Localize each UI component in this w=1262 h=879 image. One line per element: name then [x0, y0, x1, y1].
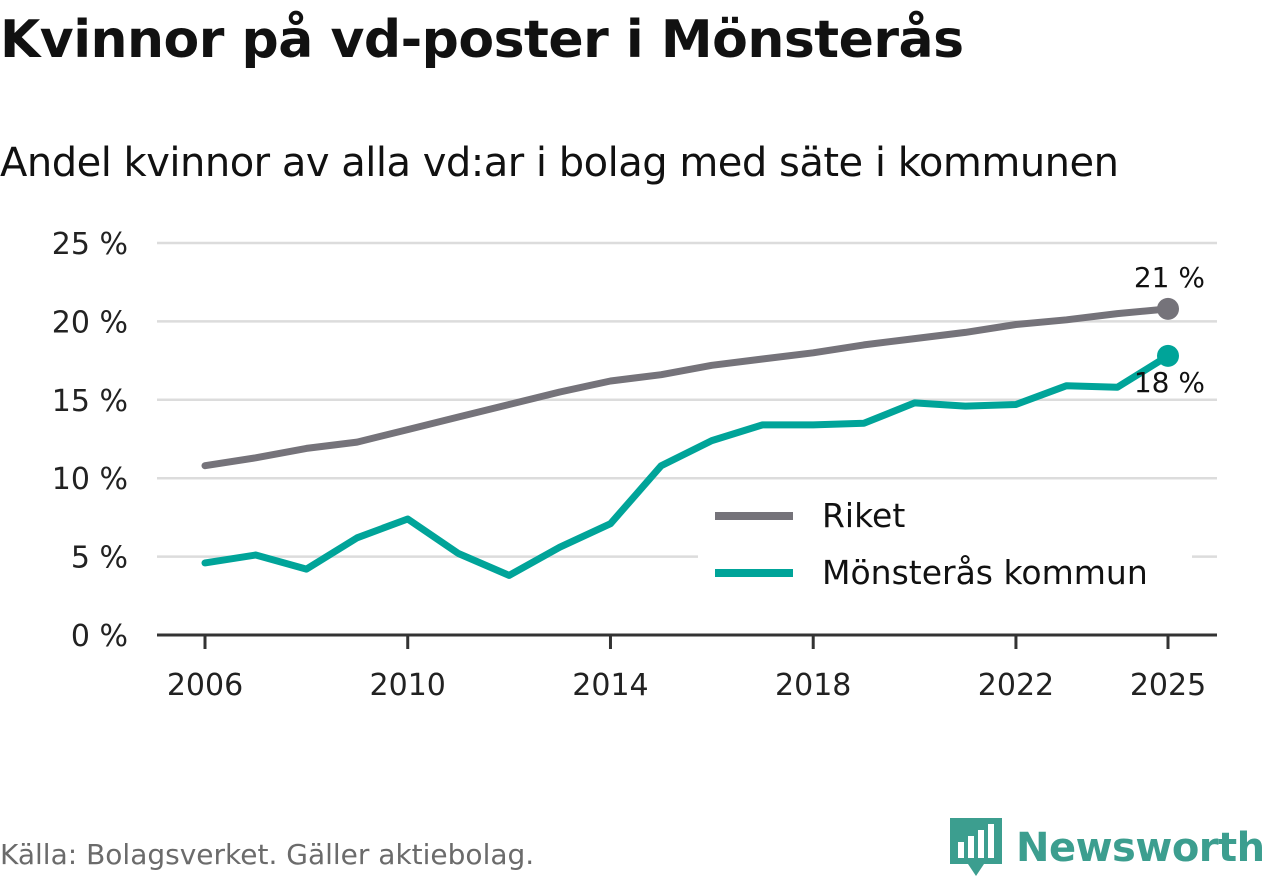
y-tick-label: 5 %: [71, 541, 128, 576]
end-labels: 21 % 18 %: [1134, 261, 1205, 399]
x-axis-ticks: 2006 2010 2014 2018 2022 2025: [167, 635, 1206, 703]
legend-label: Mönsterås kommun: [822, 553, 1148, 592]
y-axis-ticks: 0 % 5 % 10 % 15 % 20 % 25 %: [52, 227, 128, 654]
series-line: [201, 305, 1172, 470]
y-tick-label: 10 %: [52, 462, 128, 497]
end-value-label: 18 %: [1134, 366, 1205, 399]
y-tick-label: 20 %: [52, 305, 128, 340]
source-note: Källa: Bolagsverket. Gäller aktiebolag.: [0, 838, 535, 871]
chart-title: Kvinnor på vd-poster i Mönsterås: [0, 10, 964, 70]
x-tick-label: 2018: [775, 668, 851, 703]
legend-label: Riket: [822, 496, 905, 535]
brand-logo: Newsworthy: [950, 818, 1262, 878]
x-tick-label: 2022: [978, 668, 1054, 703]
end-value-label: 21 %: [1134, 261, 1205, 294]
end-point-marker: [1157, 344, 1179, 367]
x-tick-label: 2006: [167, 668, 243, 703]
series-group: [201, 297, 1179, 579]
legend: Riket Mönsterås kommun: [698, 494, 1192, 596]
series-line: [201, 352, 1172, 579]
y-tick-label: 0 %: [71, 619, 128, 654]
x-tick-label: 2025: [1130, 668, 1206, 703]
y-tick-label: 15 %: [52, 384, 128, 419]
x-tick-label: 2014: [572, 668, 648, 703]
brand-name: Newsworthy: [1016, 825, 1262, 871]
x-tick-label: 2010: [370, 668, 446, 703]
end-point-marker: [1157, 297, 1179, 320]
y-tick-label: 25 %: [52, 227, 128, 262]
legend-background: [698, 494, 1192, 596]
newsworthy-logo-icon: [950, 818, 1002, 876]
chart-subtitle: Andel kvinnor av alla vd:ar i bolag med …: [0, 140, 1119, 186]
